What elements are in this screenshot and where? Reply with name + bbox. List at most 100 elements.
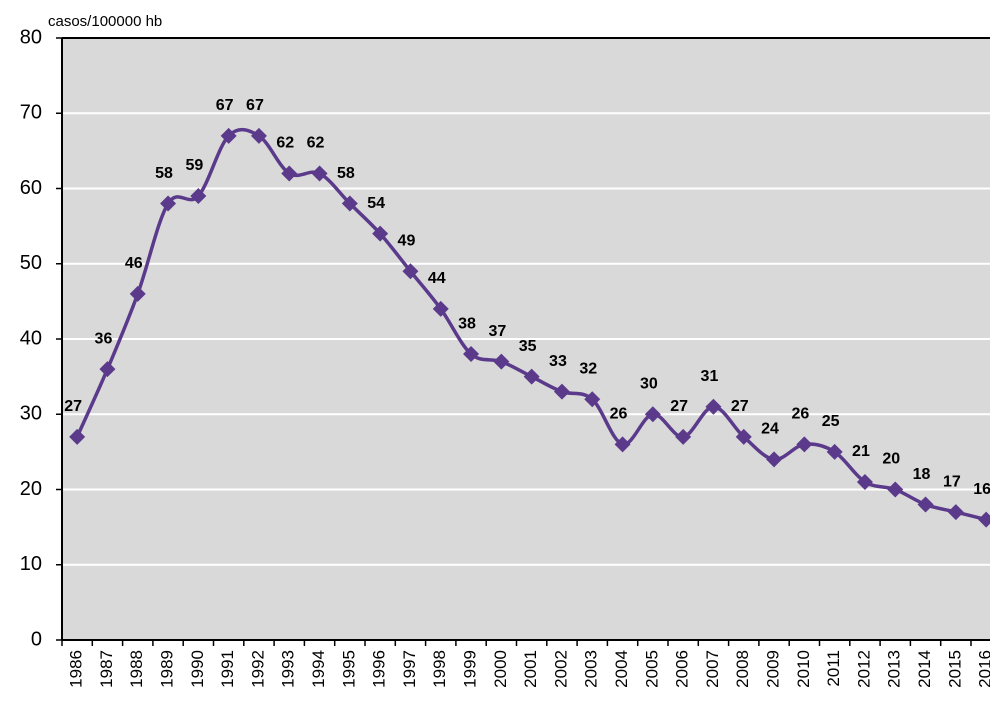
x-tick-label: 1998 [430,650,449,688]
x-tick-label: 2005 [642,650,661,688]
data-label: 36 [95,330,113,347]
data-label: 25 [822,413,840,430]
marker [978,511,990,528]
x-tick-label: 2011 [824,650,843,687]
data-label: 27 [64,398,82,415]
data-label: 35 [519,338,537,355]
marker [402,263,419,280]
x-tick-label: 1996 [370,650,389,688]
data-label: 17 [943,473,961,490]
data-label: 46 [125,255,143,272]
x-tick-label: 2013 [885,650,904,688]
marker [947,504,964,521]
data-label: 27 [731,398,749,415]
marker [99,361,116,378]
data-label: 38 [458,315,476,332]
x-tick-label: 2010 [794,650,813,688]
y-axis-label: casos/100000 hb [48,13,162,30]
x-tick-label: 1991 [218,650,237,688]
x-tick-label: 2012 [854,650,873,688]
y-tick-label: 60 [20,177,42,199]
marker [129,285,146,302]
marker [796,436,813,453]
data-label: 37 [488,323,506,340]
marker [614,436,631,453]
y-tick-label: 30 [20,403,42,425]
marker [856,473,873,490]
y-tick-label: 50 [20,252,42,274]
x-tick-label: 2016 [976,650,990,688]
marker [735,428,752,445]
x-tick-label: 2002 [551,650,570,688]
data-label: 54 [367,195,385,212]
data-label: 26 [610,406,628,423]
data-label: 24 [761,421,779,438]
x-tick-label: 2003 [582,650,601,688]
marker [675,428,692,445]
y-tick-label: 80 [20,26,42,48]
x-tick-label: 1994 [309,650,328,688]
marker [372,225,389,242]
marker [887,481,904,498]
x-tick-label: 1987 [97,650,116,688]
marker [917,496,934,513]
data-label: 30 [640,375,658,392]
x-tick-label: 1988 [127,650,146,688]
marker [69,428,86,445]
data-label: 58 [155,165,173,182]
y-tick-label: 40 [20,327,42,349]
x-tick-label: 1989 [158,650,177,688]
y-tick-label: 20 [20,478,42,500]
y-tick-label: 10 [20,553,42,575]
data-label: 26 [791,406,809,423]
data-label: 67 [216,97,234,114]
data-label: 44 [428,270,446,287]
data-label: 62 [307,135,325,152]
data-label: 16 [973,481,990,498]
x-tick-label: 1990 [188,650,207,688]
x-tick-label: 2007 [703,650,722,688]
x-tick-label: 1993 [279,650,298,688]
x-tick-label: 1995 [339,650,358,688]
data-label: 21 [852,443,870,460]
x-tick-label: 2001 [521,650,540,688]
y-tick-label: 70 [20,102,42,124]
marker [826,443,843,460]
marker [432,300,449,317]
data-label: 27 [670,398,688,415]
marker [463,346,480,363]
x-tick-label: 2006 [673,650,692,688]
x-tick-label: 1986 [67,650,86,688]
x-tick-label: 2015 [945,650,964,688]
marker [553,383,570,400]
marker [493,353,510,370]
marker [705,398,722,415]
x-tick-label: 2004 [612,650,631,688]
x-tick-label: 2000 [491,650,510,688]
marker [190,188,207,205]
x-tick-label: 2009 [764,650,783,688]
data-label: 59 [185,157,203,174]
data-label: 49 [398,232,416,249]
data-label: 32 [579,360,597,377]
marker [644,406,661,423]
marker [584,391,601,408]
marker [341,195,358,212]
x-tick-label: 2014 [915,650,934,688]
marker [160,195,177,212]
x-tick-label: 2008 [733,650,752,688]
marker [766,451,783,468]
data-label: 62 [276,135,294,152]
x-tick-label: 1992 [248,650,267,688]
marker [250,127,267,144]
data-label: 67 [246,97,264,114]
data-label: 20 [882,451,900,468]
data-label: 18 [913,466,931,483]
x-tick-label: 1999 [461,650,480,688]
marker [523,368,540,385]
data-label: 58 [337,165,355,182]
data-label: 31 [701,368,719,385]
y-tick-label: 0 [31,628,42,650]
